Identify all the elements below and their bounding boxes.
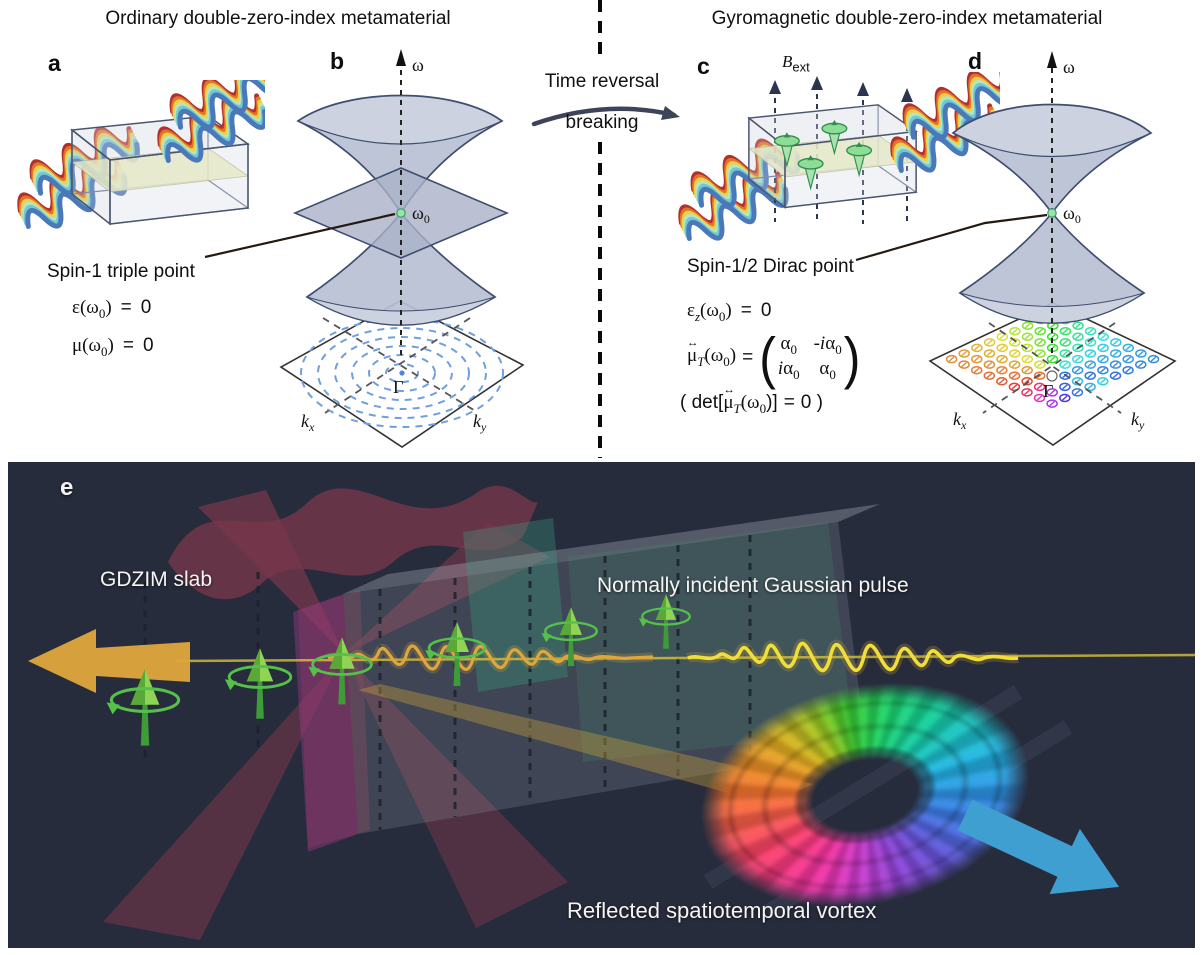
panel-a-art	[10, 80, 265, 265]
dirac-point-dot	[1047, 208, 1057, 218]
reflected-beam	[358, 684, 813, 804]
ky-label: ky	[1131, 409, 1145, 432]
spin1-title: Spin-1 triple point	[47, 261, 195, 282]
panel-b-art: ω ω0 Γ kx ky	[279, 49, 525, 448]
slab-label: GDZIM slab	[100, 568, 213, 591]
panel-c-label: c	[697, 53, 710, 79]
gamma-label: Γ	[1043, 381, 1053, 401]
time-reversal-arrow-icon	[531, 106, 680, 127]
bias-field-label: Bext	[782, 52, 810, 75]
transmitted-arrow-icon	[28, 629, 190, 693]
triple-point-dot	[396, 208, 406, 218]
det-equation: ( det[↔ μT(ω0)] = 0 )	[680, 383, 823, 416]
section-divider-top	[598, 0, 602, 62]
spin-texture-grid	[945, 310, 1160, 408]
transmitted-pulse	[326, 641, 654, 674]
mu-tensor-equation: ↔ μT(ω0) = ( α0 -iα0 iα0 α0 )	[687, 325, 861, 390]
panel-a-label: a	[48, 50, 61, 76]
epsilon-z-equation: εz(ω0) = 0	[687, 300, 772, 324]
panel-b-label: b	[330, 48, 345, 74]
kx-label: kx	[301, 411, 315, 434]
transition-label-line1: Time reversal	[544, 71, 660, 92]
ky-label: ky	[473, 411, 487, 434]
right-section-title: Gyromagnetic double-zero-index metamater…	[711, 8, 1103, 29]
omega0-label: ω0	[1063, 203, 1081, 226]
omega0-label: ω0	[412, 203, 430, 226]
mu-tensor-matrix: α0 -iα0 iα0 α0	[777, 333, 842, 382]
gamma-label: Γ	[393, 377, 403, 397]
spin-half-title: Spin-1/2 Dirac point	[687, 256, 854, 277]
panel-e-art	[28, 485, 1195, 940]
panel-e-label: e	[60, 474, 74, 501]
reflected-label: Reflected spatiotemporal vortex	[567, 898, 877, 923]
incident-pulse	[686, 638, 1019, 676]
reflected-arrow-icon	[957, 799, 1120, 895]
kplane-circulation-rings	[300, 318, 504, 428]
panel-c-art	[655, 72, 1000, 272]
epsilon-equation: ε(ω0) = 0	[72, 297, 152, 321]
omega-axis-label: ω	[412, 55, 424, 75]
panel-d-art: ω ω0 Γ kx ky	[928, 51, 1177, 446]
incident-label: Normally incident Gaussian pulse	[597, 574, 909, 597]
mu-equation: μ(ω0) = 0	[72, 335, 154, 359]
transition-label-line2: breaking	[565, 112, 639, 133]
panel-d-label: d	[968, 48, 983, 74]
left-section-title: Ordinary double-zero-index metamaterial	[105, 8, 451, 29]
omega-axis-label: ω	[1063, 57, 1075, 77]
section-divider-bottom	[598, 142, 602, 458]
kx-label: kx	[953, 409, 967, 432]
panel-e: e GDZIM slab Normally incident Gaussian …	[8, 462, 1195, 948]
